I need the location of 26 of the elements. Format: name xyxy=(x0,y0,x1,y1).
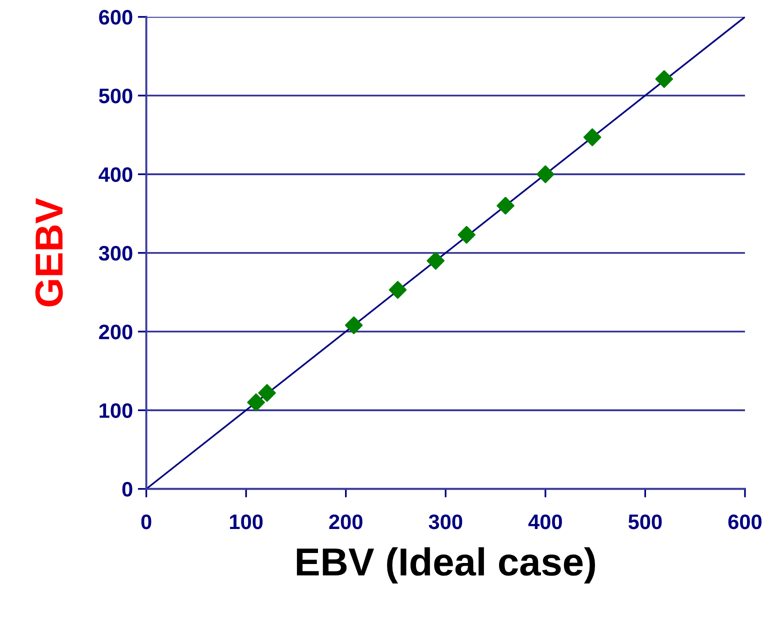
point xyxy=(536,165,554,184)
y-tick-label: 100 xyxy=(100,403,132,418)
point xyxy=(458,226,476,244)
y-tick-label: 400 xyxy=(98,167,132,182)
x-tick-label: 100 xyxy=(230,514,263,530)
point xyxy=(247,393,265,412)
point xyxy=(388,280,407,299)
x-tick-label: 0 xyxy=(141,514,152,530)
point xyxy=(258,384,276,402)
y-tick-label: 500 xyxy=(98,88,132,104)
y-tick-label: 200 xyxy=(99,324,132,340)
x-tick-label: 500 xyxy=(628,514,662,530)
x-tick-label: 400 xyxy=(528,514,562,530)
y-tick-label: 300 xyxy=(98,246,132,261)
point xyxy=(655,70,674,88)
x-axis-title: EBV (Ideal case) xyxy=(296,547,596,584)
x-tick-label: 200 xyxy=(329,514,362,530)
point xyxy=(496,196,514,215)
x-tick-label: 300 xyxy=(428,514,462,530)
point xyxy=(426,252,445,270)
x-tick-label: 600 xyxy=(728,514,762,530)
point xyxy=(583,128,602,146)
y-axis-title: GEBV xyxy=(35,198,63,306)
point xyxy=(344,316,363,334)
y-tick-label: 600 xyxy=(99,10,132,25)
y-tick-label: 0 xyxy=(122,482,132,497)
